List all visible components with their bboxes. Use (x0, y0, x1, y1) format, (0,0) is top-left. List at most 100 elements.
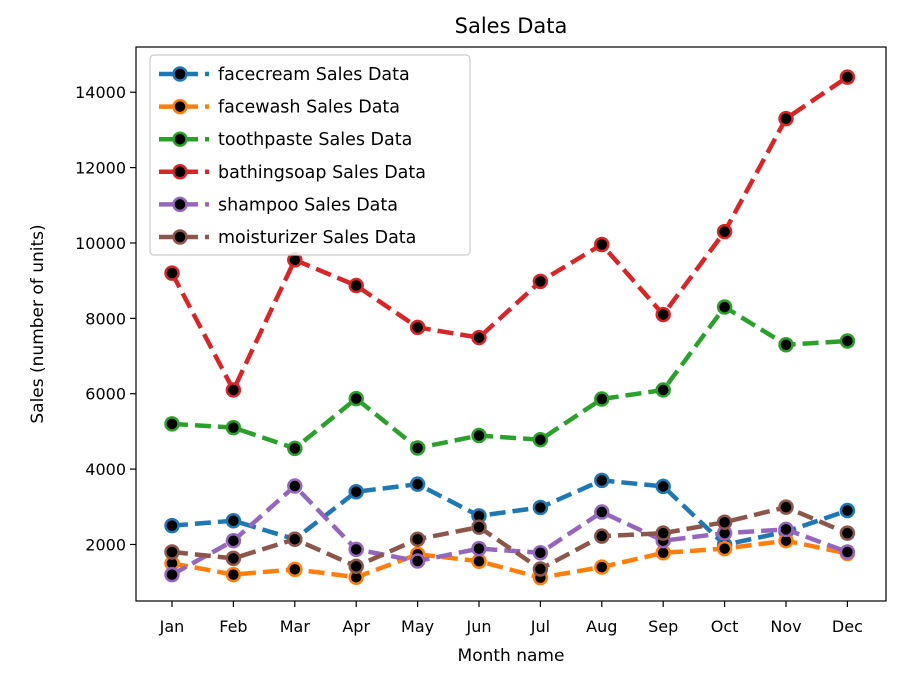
data-point (532, 431, 549, 448)
legend-box (149, 54, 471, 256)
data-point (716, 299, 733, 315)
legend-entry: facewash Sales Data (159, 98, 400, 118)
data-point (839, 333, 856, 349)
data-point (839, 69, 856, 85)
series-2 (164, 299, 856, 457)
data-point (839, 502, 856, 519)
legend-entry: toothpaste Sales Data (159, 130, 412, 150)
data-point (471, 553, 487, 569)
x-axis-label: Month name (458, 646, 565, 666)
legend-marker (172, 164, 188, 180)
series-4 (164, 478, 856, 583)
legend-entry: shampoo Sales Data (159, 195, 398, 215)
legend-label: facewash Sales Data (218, 98, 400, 118)
y-tick-label: 4000 (85, 460, 126, 479)
data-point (164, 517, 180, 534)
series-line (170, 483, 849, 577)
plot-frame (135, 46, 887, 602)
data-point (778, 521, 794, 538)
x-tick-label: Sep (648, 617, 678, 636)
data-point (409, 319, 426, 336)
y-axis-label: Sales (number of units) (28, 224, 48, 423)
chart-title: Sales Data (455, 14, 568, 38)
x-tick-label: May (401, 617, 434, 636)
x-tick-label: Apr (342, 617, 370, 636)
y-tick-label: 8000 (85, 309, 126, 328)
data-point (164, 544, 180, 560)
x-tick-label: Mar (280, 617, 311, 636)
legend-label: bathingsoap Sales Data (218, 163, 426, 183)
legend-marker (172, 131, 188, 147)
data-point (471, 519, 487, 535)
y-axis: 2000 4000 6000 8000 10000 12000 14000 (75, 83, 136, 554)
data-point (778, 336, 794, 353)
data-point (225, 512, 242, 529)
data-point (839, 525, 856, 541)
legend-entry: moisturizer Sales Data (159, 228, 416, 248)
data-point (348, 541, 364, 558)
data-point (225, 419, 242, 436)
data-point (164, 416, 180, 432)
data-point (594, 559, 610, 575)
data-point (164, 566, 180, 583)
y-tick-label: 6000 (85, 385, 126, 404)
data-point (655, 525, 671, 541)
x-tick-label: Dec (832, 617, 863, 636)
data-point (594, 236, 610, 253)
data-point (655, 382, 671, 398)
y-tick-label: 10000 (75, 234, 126, 253)
data-point (409, 553, 426, 569)
data-point (348, 390, 364, 407)
data-point (716, 514, 733, 530)
data-point (655, 306, 671, 323)
data-point (778, 499, 794, 515)
data-point (778, 110, 794, 127)
series-layer (164, 69, 856, 586)
legend-label: moisturizer Sales Data (218, 228, 416, 248)
data-point (409, 440, 426, 456)
legend-label: toothpaste Sales Data (218, 130, 412, 150)
x-tick-label: Aug (586, 617, 617, 636)
data-point (594, 528, 610, 544)
data-point (348, 483, 364, 500)
series-line (171, 504, 849, 572)
data-point (225, 382, 242, 398)
legend-marker (172, 229, 188, 245)
x-tick-label: Jul (530, 617, 550, 636)
legend-entry: bathingsoap Sales Data (159, 163, 426, 183)
data-point (287, 561, 303, 578)
data-point (655, 478, 671, 495)
x-tick-label: Jun (466, 617, 492, 636)
data-point (287, 531, 303, 547)
data-point (716, 540, 733, 557)
legend: facecream Sales Data facewash Sales Data t… (149, 54, 471, 256)
series-line (171, 478, 849, 548)
legend-entry: facecream Sales Data (159, 65, 410, 85)
data-point (471, 427, 487, 444)
data-point (594, 504, 610, 520)
data-point (225, 532, 242, 549)
series-line (171, 304, 848, 451)
data-point (409, 531, 426, 547)
x-axis: Jan Feb Mar Apr May Jun Jul Aug Sep Oct Nov Dec (159, 601, 863, 636)
data-point (594, 472, 610, 489)
legend-marker (172, 66, 188, 82)
series-line (170, 75, 849, 393)
data-point (532, 561, 549, 577)
data-point (287, 478, 303, 494)
x-tick-label: Oct (711, 617, 739, 636)
data-point (164, 265, 180, 281)
legend-label: shampoo Sales Data (218, 195, 398, 215)
legend-label: facecream Sales Data (218, 65, 410, 85)
series-3 (164, 69, 856, 398)
y-tick-label: 14000 (75, 83, 126, 102)
y-tick-label: 2000 (85, 535, 126, 554)
data-point (471, 329, 487, 346)
data-point (287, 440, 303, 457)
data-point (225, 566, 242, 583)
data-point (471, 540, 487, 557)
data-point (409, 476, 426, 492)
data-point (348, 558, 364, 575)
x-tick-label: Nov (770, 617, 801, 636)
